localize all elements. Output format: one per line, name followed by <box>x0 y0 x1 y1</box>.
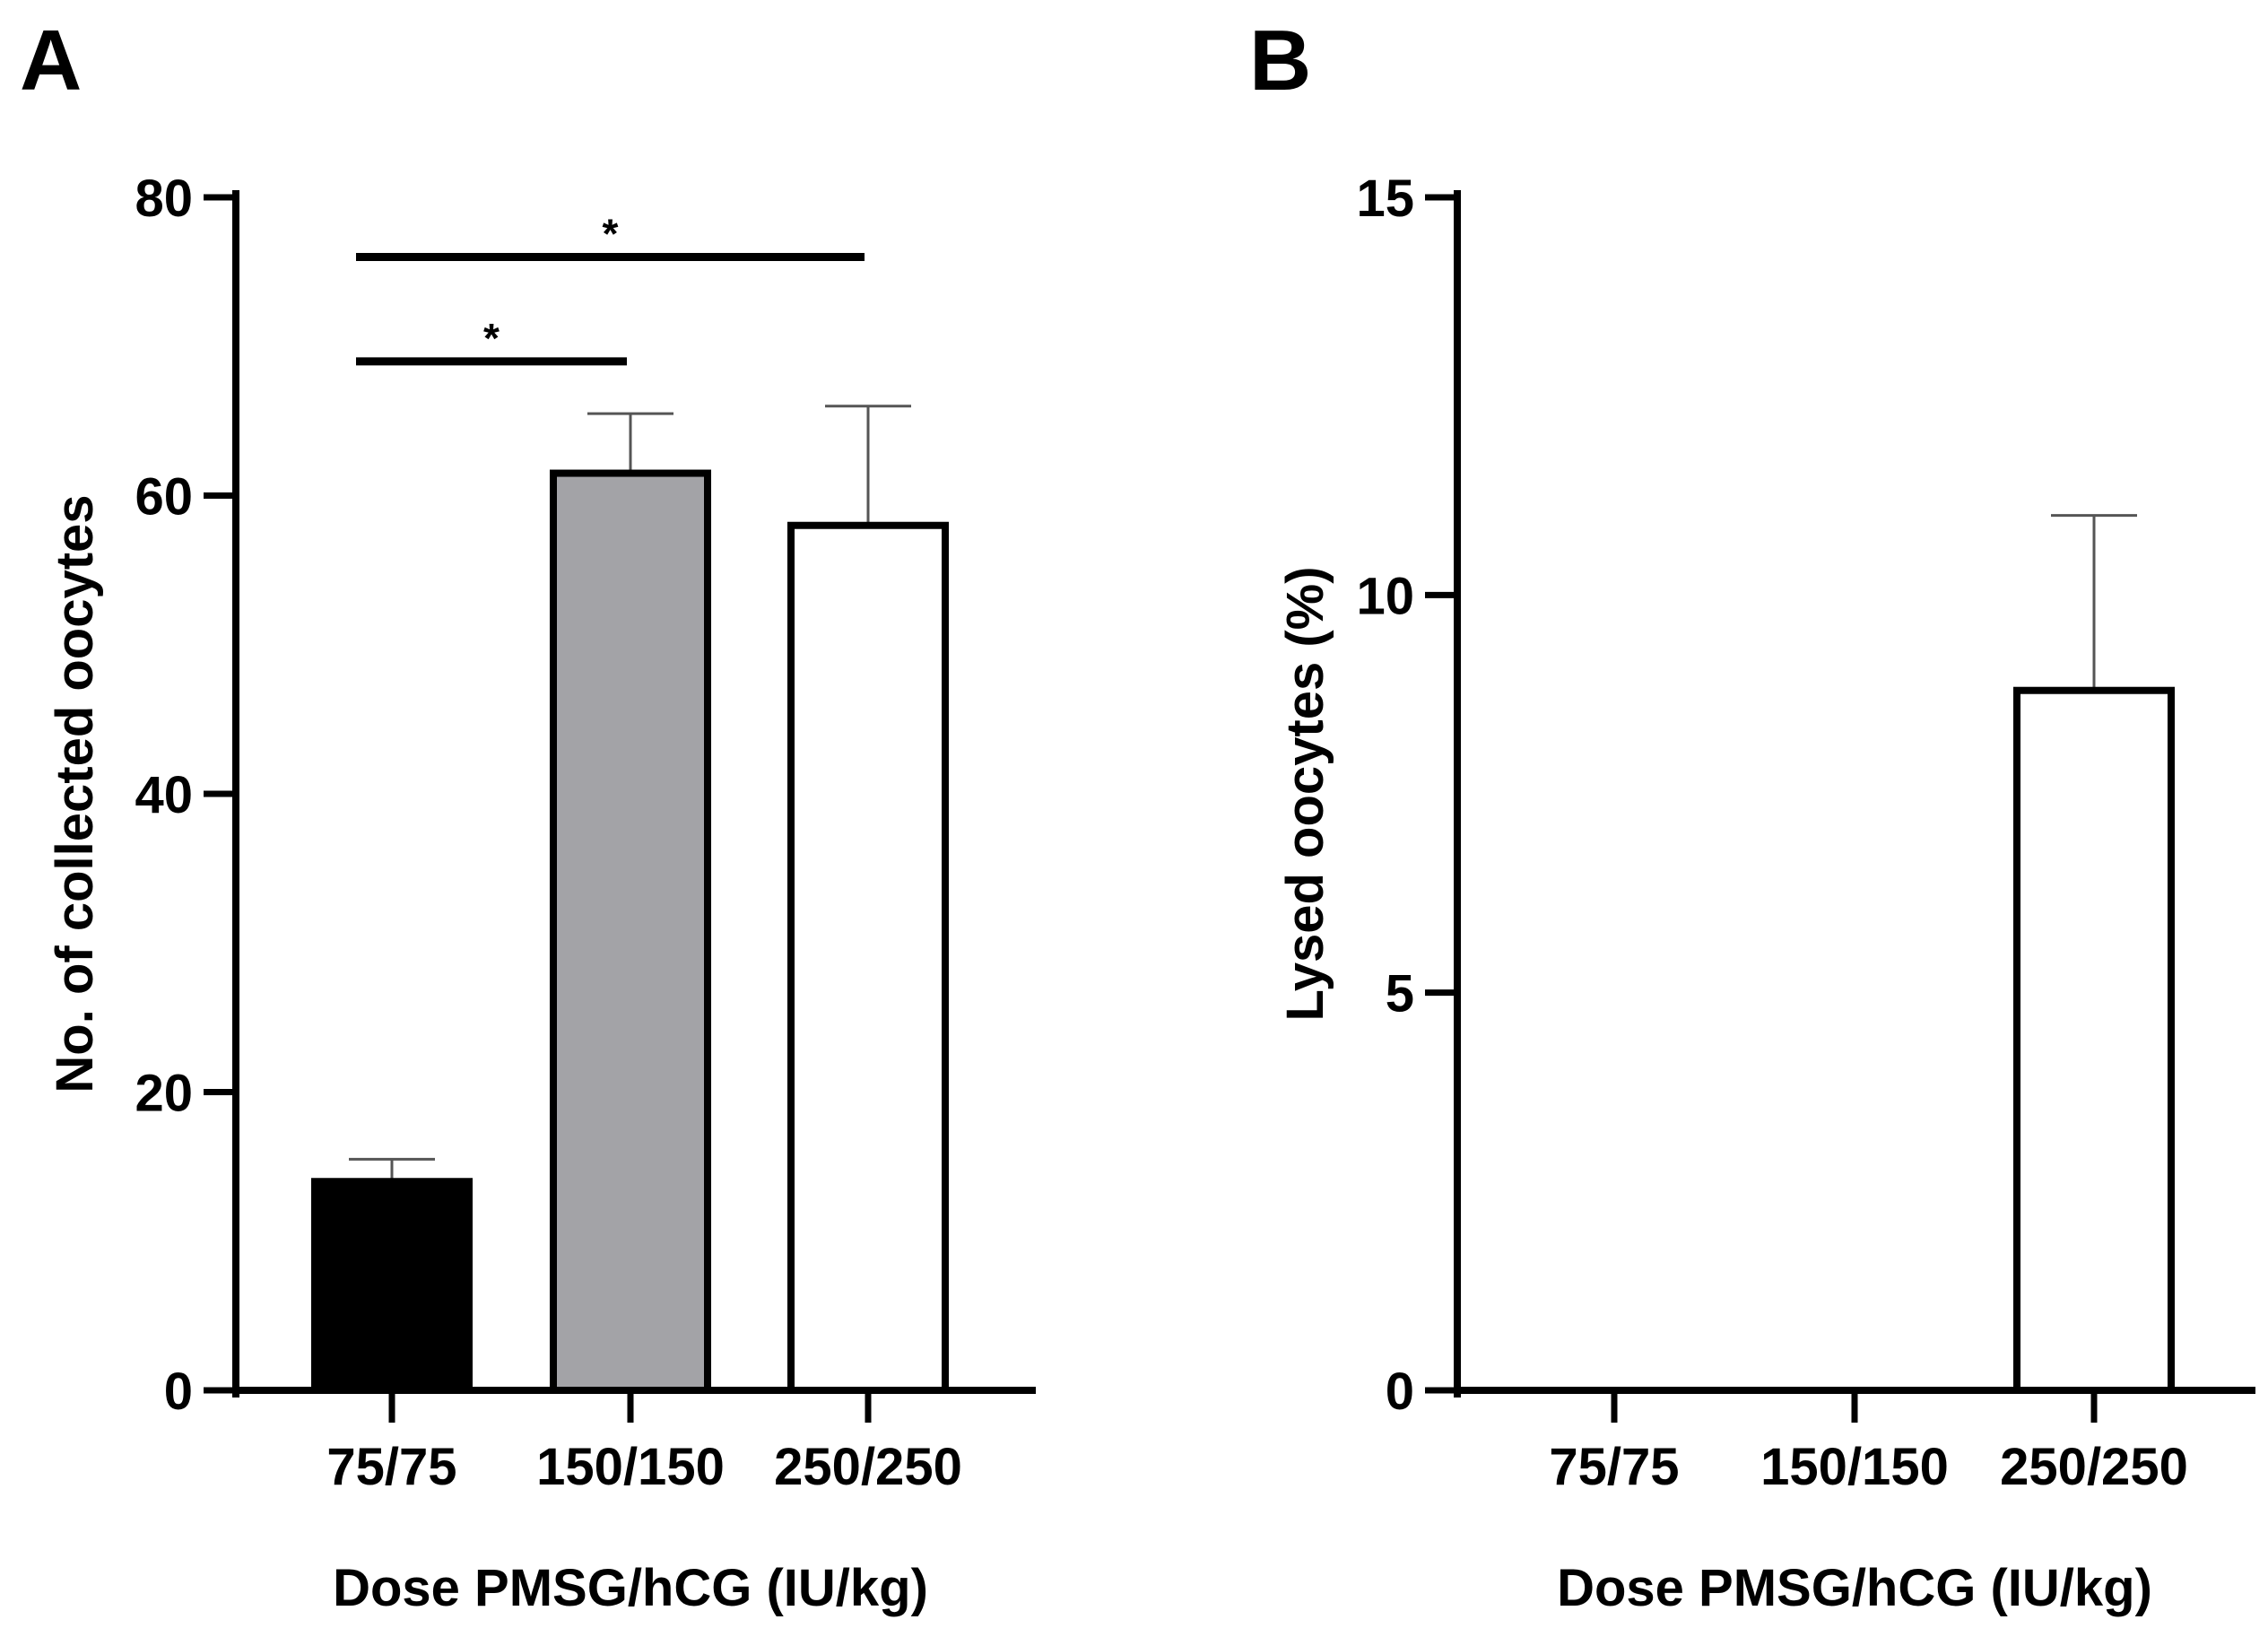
panel-b-label: B <box>1249 13 1311 109</box>
panel-b-plot-area: 0 5 10 15 75/75 150/150 250/250 <box>1356 170 2255 1496</box>
panel-a-y-axis-title: No. of collected oocytes <box>46 494 104 1093</box>
panel-a-y-tick-label-4: 80 <box>135 170 193 228</box>
panel-a-y-tick-label-0: 0 <box>164 1363 193 1421</box>
panel-a-y-tick-label-2: 40 <box>135 766 193 824</box>
panel-a-bar-2 <box>787 521 949 1394</box>
panel-a-label: A <box>20 13 82 109</box>
panel-b-y-axis-title: Lysed oocytes (%) <box>1276 566 1334 1021</box>
panel-a: A No. of collected oocytes Dose PMSG/hCG… <box>20 13 1036 1617</box>
panel-b-y-tick-label-0: 0 <box>1386 1363 1414 1421</box>
panel-a-plot-area: 0 20 40 60 80 75/75 150/150 250/250 * * <box>135 170 1036 1496</box>
panel-a-x-tick-label-0: 75/75 <box>326 1438 456 1496</box>
panel-b-x-tick-label-0: 75/75 <box>1549 1438 1679 1496</box>
panel-a-significance-star-1: * <box>603 211 619 257</box>
panel-a-x-axis-title: Dose PMSG/hCG (IU/kg) <box>333 1559 928 1617</box>
panel-a-bar-1 <box>550 469 711 1394</box>
panel-b-x-axis-title: Dose PMSG/hCG (IU/kg) <box>1557 1559 2152 1617</box>
panel-a-x-tick-label-1: 150/150 <box>536 1438 725 1496</box>
panel-b-bar-2 <box>2013 686 2175 1394</box>
panel-b: B Lysed oocytes (%) Dose PMSG/hCG (IU/kg… <box>1249 13 2255 1617</box>
panel-a-significance-star-0: * <box>483 315 500 361</box>
panel-b-y-tick-label-3: 15 <box>1356 170 1414 228</box>
panel-a-x-tick-label-2: 250/250 <box>774 1438 962 1496</box>
panel-a-y-tick-label-3: 60 <box>135 468 193 527</box>
panel-a-y-tick-label-1: 20 <box>135 1065 193 1123</box>
panel-a-bar-0 <box>311 1178 473 1394</box>
panel-b-x-tick-label-1: 150/150 <box>1760 1438 1949 1496</box>
panel-b-y-tick-label-1: 5 <box>1386 965 1414 1023</box>
panel-b-y-tick-label-2: 10 <box>1356 567 1414 625</box>
panel-b-x-tick-label-2: 250/250 <box>2000 1438 2188 1496</box>
